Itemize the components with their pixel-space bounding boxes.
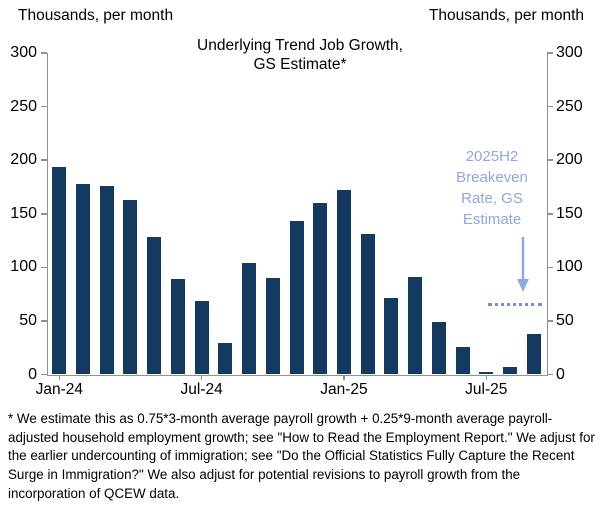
y-tick-left-150 — [41, 213, 47, 215]
y-tick-right-150 — [547, 213, 553, 215]
y-tick-right-200 — [547, 159, 553, 161]
breakeven-annotation: 2025H2 Breakeven Rate, GS Estimate — [429, 146, 555, 230]
bar-Aug-25 — [502, 366, 517, 375]
y-tick-label-right-250: 250 — [556, 97, 583, 115]
x-tick-label-Jan-24: Jan-24 — [35, 381, 83, 398]
y-tick-label-right-150: 150 — [556, 204, 583, 222]
bar-Oct-24 — [265, 278, 280, 375]
y-tick-label-left-200: 200 — [10, 151, 37, 169]
x-tick-label-Jul-24: Jul-24 — [180, 381, 223, 398]
bar-Feb-24 — [76, 183, 91, 375]
bar-Feb-25 — [360, 234, 375, 375]
bar-Jan-25 — [336, 190, 351, 375]
chart-title-line2: GS Estimate* — [253, 55, 347, 73]
left-axis-unit-label: Thousands, per month — [18, 7, 174, 24]
x-tick-Jan-24 — [58, 375, 61, 380]
y-tick-label-left-100: 100 — [10, 258, 37, 276]
bar-Jun-24 — [170, 279, 185, 375]
y-axis-left-line — [46, 53, 48, 375]
annotation-line-1: 2025H2 — [465, 148, 519, 165]
y-tick-label-left-250: 250 — [10, 97, 37, 115]
bar-May-24 — [147, 237, 162, 375]
x-tick-Jul-25 — [485, 375, 487, 380]
y-tick-label-left-0: 0 — [28, 365, 37, 383]
chart-title: Underlying Trend Job Growth, GS Estimate… — [0, 37, 600, 74]
y-tick-label-right-300: 300 — [556, 44, 583, 61]
y-tick-left-300 — [41, 52, 47, 54]
plot-area: 2025H2 Breakeven Rate, GS Estimate 0 0 50 50 10… — [10, 44, 583, 398]
footnote: * We estimate this as 0.75*3-month avera… — [8, 411, 595, 501]
x-tick-Jan-25 — [343, 375, 345, 380]
bar-Dec-24 — [313, 203, 328, 375]
y-tick-left-50 — [41, 320, 47, 322]
bar-Mar-25 — [384, 298, 399, 375]
bar-Jul-25 — [479, 372, 494, 375]
y-tick-right-300 — [547, 52, 553, 54]
y-tick-right-50 — [547, 320, 553, 322]
bar-May-25 — [431, 321, 446, 375]
bar-Jan-24 — [52, 166, 67, 375]
y-tick-right-0 — [547, 373, 553, 376]
chart-title-line1: Underlying Trend Job Growth, — [197, 37, 403, 54]
x-tick-label-Jul-25: Jul-25 — [465, 381, 508, 398]
annotation-line-4: Estimate — [462, 211, 522, 228]
y-tick-label-right-200: 200 — [556, 151, 583, 169]
y-tick-label-left-50: 50 — [19, 311, 37, 329]
annotation-line-3: Rate, GS — [461, 190, 523, 207]
bar-Jul-24 — [194, 300, 209, 375]
y-tick-label-left-300: 300 — [10, 44, 37, 61]
bar-Jun-25 — [455, 346, 470, 375]
down-arrow-icon — [517, 237, 529, 292]
breakeven-dotted-line — [488, 303, 542, 307]
right-axis-unit-label: Thousands, per month — [428, 7, 584, 24]
bar-Mar-24 — [99, 185, 114, 375]
bar-Sep-24 — [242, 263, 257, 375]
bar-Apr-24 — [123, 199, 138, 375]
y-tick-left-0 — [41, 373, 47, 376]
y-tick-left-250 — [41, 105, 47, 108]
bar-Sep-25 — [526, 333, 541, 375]
y-tick-label-right-0: 0 — [556, 365, 565, 383]
y-tick-left-100 — [41, 266, 47, 269]
x-axis-line — [46, 374, 548, 376]
bar-Aug-24 — [218, 343, 233, 375]
y-tick-left-200 — [41, 159, 47, 161]
bar-Apr-25 — [408, 276, 423, 375]
annotation-line-2: Breakeven — [456, 169, 528, 186]
y-tick-right-100 — [547, 266, 553, 269]
y-tick-label-left-150: 150 — [10, 204, 37, 222]
y-tick-label-right-100: 100 — [556, 258, 583, 276]
bar-Nov-24 — [289, 221, 304, 375]
y-tick-right-250 — [547, 105, 553, 108]
x-tick-label-Jan-25: Jan-25 — [320, 381, 368, 398]
y-tick-label-right-50: 50 — [556, 311, 574, 329]
x-tick-Jul-24 — [200, 375, 203, 380]
